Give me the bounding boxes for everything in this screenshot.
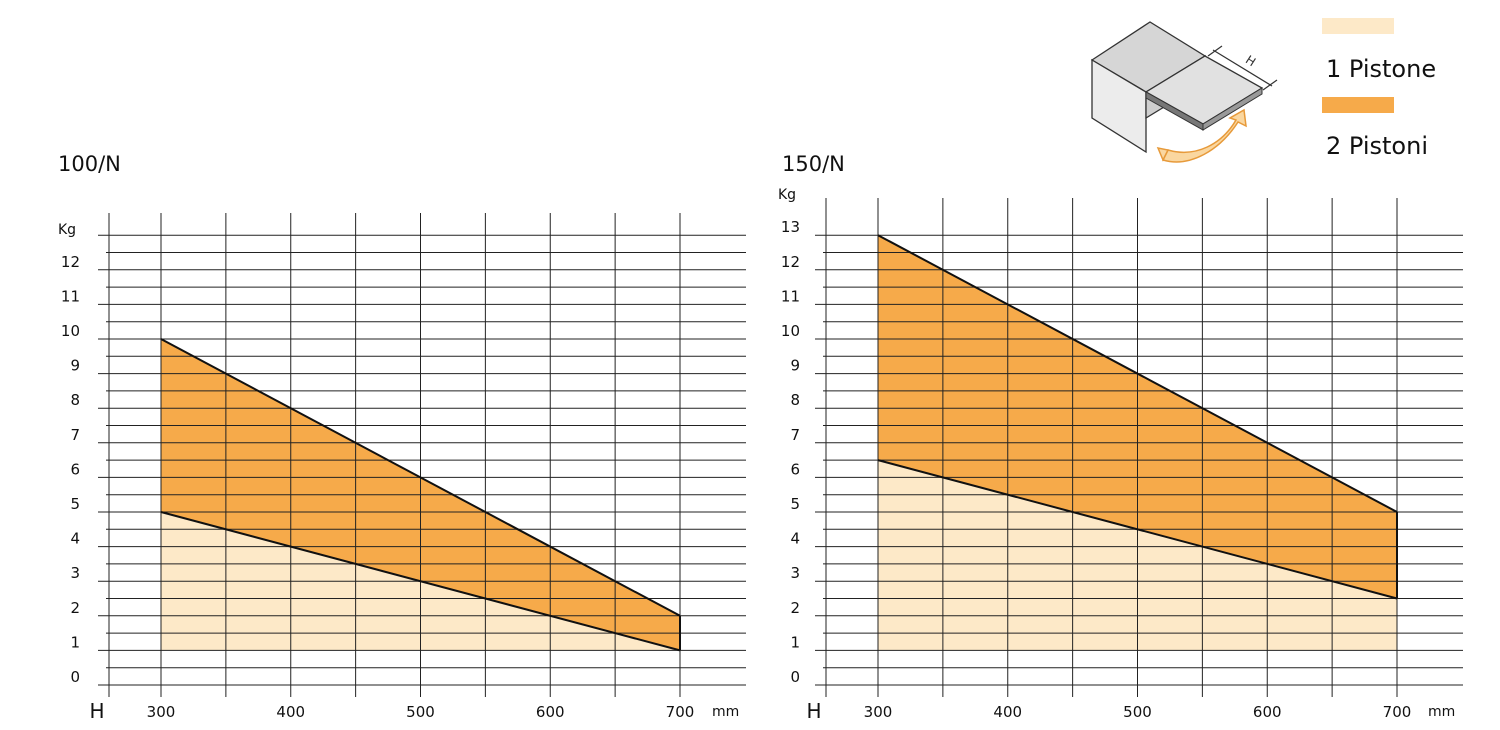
legend-swatch-1-pistone (1322, 18, 1394, 34)
y-tick-label: 7 (70, 426, 80, 444)
x-axis-symbol: H (89, 699, 104, 723)
y-tick-label: 6 (790, 460, 800, 478)
y-tick-label: 9 (70, 357, 80, 375)
y-tick-label: 4 (790, 530, 800, 548)
series-line-1-pistone (160, 511, 681, 652)
y-tick-label: 1 (790, 633, 800, 651)
y-tick-label: 9 (790, 357, 800, 375)
y-tick-label: 12 (781, 253, 800, 271)
y-tick-label: 1 (70, 633, 80, 651)
x-tick-label: 400 (276, 703, 305, 721)
dimension-label: H (1243, 53, 1258, 70)
series-line-1-pistone (877, 459, 1398, 600)
series-line-2-pistoni (877, 234, 1398, 513)
y-tick-label: 3 (790, 564, 800, 582)
y-tick-label: 10 (61, 322, 80, 340)
legend: 1 Pistone 2 Pistoni (1322, 18, 1436, 160)
y-tick-label: 0 (70, 668, 80, 686)
y-tick-label: 8 (70, 391, 80, 409)
y-tick-label: 11 (61, 287, 80, 305)
y-tick-label: 10 (781, 322, 800, 340)
legend-label-1-pistone: 1 Pistone (1326, 55, 1436, 83)
y-tick-label: 6 (70, 460, 80, 478)
y-tick-label: 0 (790, 668, 800, 686)
x-axis-unit-label: mm (1428, 704, 1455, 720)
y-tick-label: 13 (781, 218, 800, 236)
y-tick-label: 3 (70, 564, 80, 582)
legend-swatch-2-pistoni (1322, 97, 1394, 113)
y-tick-label: 12 (61, 253, 80, 271)
x-tick-label: 700 (666, 703, 695, 721)
x-tick-label: 300 (864, 703, 893, 721)
chart-title-150n: 150/N (782, 152, 845, 176)
y-tick-label: 2 (790, 599, 800, 617)
x-tick-label: 600 (1253, 703, 1282, 721)
chart-title-100n: 100/N (58, 152, 121, 176)
door-lift-diagram: H (1090, 21, 1278, 163)
y-tick-label: 2 (70, 599, 80, 617)
y-tick-label: 4 (70, 530, 80, 548)
x-tick-label: 400 (993, 703, 1022, 721)
series-line-2-pistoni (160, 338, 681, 617)
x-axis-symbol: H (806, 699, 821, 723)
y-tick-label: 5 (790, 495, 800, 513)
x-tick-label: 600 (536, 703, 565, 721)
x-tick-label: 500 (406, 703, 435, 721)
x-tick-label: 300 (147, 703, 176, 721)
y-tick-label: 11 (781, 287, 800, 305)
y-axis-unit-label: Kg (58, 222, 76, 238)
legend-label-2-pistoni: 2 Pistoni (1326, 132, 1428, 160)
x-tick-label: 700 (1383, 703, 1412, 721)
y-tick-label: 5 (70, 495, 80, 513)
y-tick-label: 8 (790, 391, 800, 409)
x-axis-unit-label: mm (712, 704, 739, 720)
y-tick-label: 7 (790, 426, 800, 444)
y-axis-unit-label: Kg (778, 187, 796, 203)
x-tick-label: 500 (1123, 703, 1152, 721)
